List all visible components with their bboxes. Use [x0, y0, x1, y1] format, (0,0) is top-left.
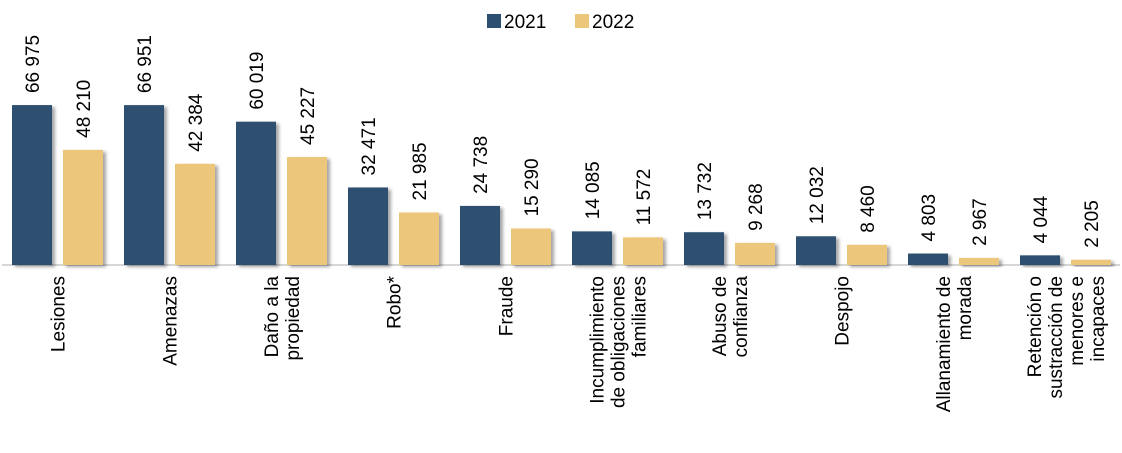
category-text-1: Amenazas [161, 276, 182, 366]
category-label-1: Amenazas [161, 276, 182, 366]
value-label-2021-5: 14 085 [583, 161, 604, 219]
bar-2021-7 [796, 236, 836, 265]
bar-2021-0 [12, 105, 52, 266]
value-label-2022-1: 42 384 [186, 93, 207, 152]
value-label-2021-2: 60 019 [247, 52, 268, 110]
category-line: Daño a la [262, 276, 283, 358]
value-label-2022-8: 2 967 [970, 198, 991, 246]
value-label-2021-9: 4 044 [1031, 195, 1052, 243]
category-label-9: Retención osustracción demenores eincapa… [1025, 276, 1109, 399]
value-label-2022-3: 21 985 [410, 142, 431, 200]
category-line: Despojo [833, 276, 854, 346]
category-label-5: Incumplimientode obligacionesfamiliares [588, 276, 651, 408]
value-label-2022-2: 45 227 [298, 87, 319, 145]
category-label-6: Abuso deconfianza [710, 276, 752, 358]
bar-2022-5 [623, 237, 663, 265]
legend-label-2021: 2021 [504, 12, 546, 33]
category-line: Amenazas [161, 276, 182, 366]
category-line: morada [955, 276, 976, 341]
category-line: sustracción de [1046, 276, 1067, 399]
bar-2022-1 [175, 163, 215, 265]
value-label-2021-0: 66 975 [23, 35, 44, 93]
category-text-0: Lesiones [49, 276, 70, 352]
category-label-3: Robo* [385, 275, 406, 328]
category-line: Robo* [385, 275, 406, 328]
value-labels: 66 975 48 210 66 951 42 384 60 019 45 227 32 4… [23, 35, 1103, 248]
bar-2021-2 [236, 121, 276, 265]
bar-2021-6 [684, 232, 724, 265]
bar-2021-4 [460, 205, 500, 265]
bar-2022-9 [1071, 259, 1111, 265]
category-line: de obligaciones [609, 276, 630, 408]
category-label-0: Lesiones [49, 276, 70, 352]
bar-2022-7 [847, 244, 887, 265]
value-label-2021-4: 24 738 [471, 136, 492, 194]
value-label-2022-9: 2 205 [1082, 200, 1103, 248]
category-line: Fraude [497, 276, 518, 336]
value-label-2022-7: 8 460 [858, 185, 879, 233]
bar-2022-0 [63, 149, 103, 265]
category-line: confianza [731, 276, 752, 358]
bar-2022-4 [511, 228, 551, 265]
category-line: Incumplimiento [588, 276, 609, 404]
bars [12, 105, 1111, 266]
category-line: Lesiones [49, 276, 70, 352]
value-label-2021-1: 66 951 [135, 35, 156, 93]
value-label-2021-8: 4 803 [919, 194, 940, 242]
legend-label-2022: 2022 [592, 12, 634, 33]
value-label-2022-5: 11 572 [634, 169, 655, 226]
bar-2022-2 [287, 156, 327, 265]
bar-2022-3 [399, 212, 439, 265]
category-text-4: Fraude [497, 276, 518, 336]
category-line: Allanamiento de [934, 276, 955, 412]
legend: 2021 2022 [487, 12, 634, 33]
bar-2022-6 [735, 242, 775, 265]
bar-2021-1 [124, 105, 164, 266]
value-label-2022-4: 15 290 [522, 158, 543, 216]
bar-2021-8 [908, 253, 948, 265]
category-text-3: Robo* [385, 275, 406, 328]
bar-2022-8 [959, 257, 999, 265]
legend-swatch-2022 [575, 14, 589, 28]
category-label-8: Allanamiento demorada [934, 276, 976, 413]
category-text-2: Daño a lapropiedad [262, 276, 304, 361]
category-text-9: Retención osustracción demenores eincapa… [1025, 276, 1109, 399]
value-label-2021-3: 32 471 [359, 117, 380, 175]
category-label-4: Fraude [497, 276, 518, 336]
category-text-7: Despojo [833, 276, 854, 346]
category-line: menores e [1067, 276, 1088, 366]
value-label-2022-6: 9 268 [746, 183, 767, 231]
bar-2021-5 [572, 231, 612, 265]
category-line: Abuso de [710, 276, 731, 356]
category-label-2: Daño a lapropiedad [262, 276, 304, 361]
value-label-2021-6: 13 732 [695, 162, 716, 220]
bar-2021-9 [1020, 255, 1060, 265]
category-text-5: Incumplimientode obligacionesfamiliares [588, 276, 651, 408]
category-line: familiares [630, 276, 651, 357]
category-line: incapaces [1088, 276, 1109, 362]
category-label-7: Despojo [833, 276, 854, 346]
category-line: Retención o [1025, 276, 1046, 377]
legend-swatch-2021 [487, 14, 501, 28]
category-line: propiedad [283, 276, 304, 361]
value-label-2021-7: 12 032 [807, 166, 828, 224]
bar-2021-3 [348, 187, 388, 265]
category-labels: Lesiones Amenazas Daño a lapropiedad Robo* F… [49, 275, 1110, 412]
category-text-6: Abuso deconfianza [710, 276, 752, 358]
category-text-8: Allanamiento demorada [934, 276, 976, 413]
value-label-2022-0: 48 210 [74, 80, 95, 138]
